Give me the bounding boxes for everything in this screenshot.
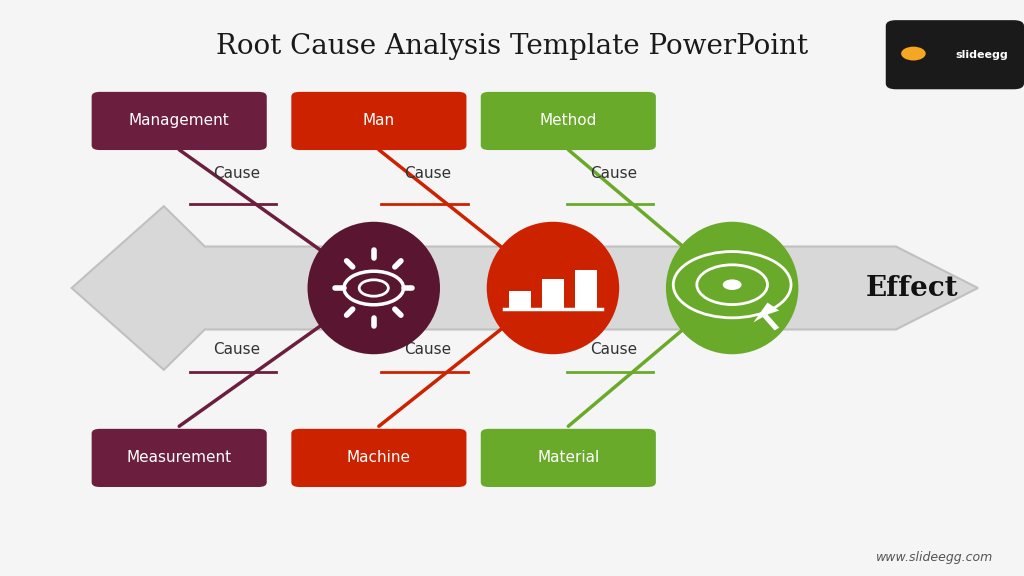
Polygon shape <box>754 302 779 331</box>
FancyBboxPatch shape <box>886 20 1024 89</box>
Text: Machine: Machine <box>347 450 411 465</box>
Text: Measurement: Measurement <box>127 450 231 465</box>
Text: Cause: Cause <box>213 342 260 357</box>
Text: Material: Material <box>538 450 599 465</box>
FancyBboxPatch shape <box>291 92 466 150</box>
FancyBboxPatch shape <box>92 429 266 487</box>
Text: www.slideegg.com: www.slideegg.com <box>876 551 993 564</box>
Text: Cause: Cause <box>590 166 637 181</box>
FancyBboxPatch shape <box>291 429 466 487</box>
Text: Effect: Effect <box>865 275 957 301</box>
FancyBboxPatch shape <box>575 270 597 309</box>
Ellipse shape <box>486 222 620 354</box>
Text: Cause: Cause <box>404 342 452 357</box>
Circle shape <box>723 279 741 290</box>
Text: slideegg: slideegg <box>955 50 1009 60</box>
Text: Management: Management <box>129 113 229 128</box>
FancyBboxPatch shape <box>481 429 656 487</box>
Ellipse shape <box>666 222 799 354</box>
Text: Root Cause Analysis Template PowerPoint: Root Cause Analysis Template PowerPoint <box>216 33 808 59</box>
FancyBboxPatch shape <box>92 92 266 150</box>
FancyBboxPatch shape <box>481 92 656 150</box>
Text: Man: Man <box>362 113 395 128</box>
Text: Cause: Cause <box>213 166 260 181</box>
FancyBboxPatch shape <box>509 291 530 309</box>
Text: Cause: Cause <box>404 166 452 181</box>
Text: Cause: Cause <box>590 342 637 357</box>
Circle shape <box>901 47 926 60</box>
Text: Method: Method <box>540 113 597 128</box>
Polygon shape <box>72 206 978 370</box>
FancyBboxPatch shape <box>543 279 563 309</box>
Ellipse shape <box>307 222 440 354</box>
